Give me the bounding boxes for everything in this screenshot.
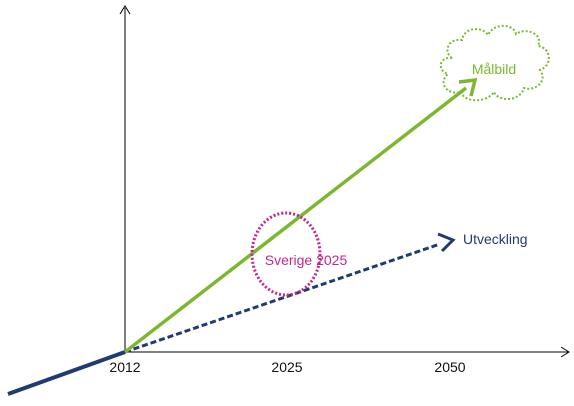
goal-label: Målbild: [472, 61, 516, 77]
history-line: [7, 350, 126, 396]
x-axis-arrowhead: [560, 346, 570, 358]
goal-arrowhead: [458, 77, 478, 97]
x-tick-2012: 2012: [109, 359, 140, 375]
milestone-label: Sverige 2025: [265, 252, 348, 268]
trend-arrowhead: [437, 232, 456, 253]
x-tick-2050: 2050: [434, 359, 465, 375]
goal-line: [123, 86, 468, 354]
y-axis-arrowhead: [119, 5, 131, 15]
trend-line: [124, 242, 441, 354]
goal-cloud: [439, 24, 550, 102]
x-tick-2025: 2025: [271, 359, 302, 375]
milestone-circle: [250, 211, 322, 297]
trend-label: Utveckling: [463, 231, 528, 247]
